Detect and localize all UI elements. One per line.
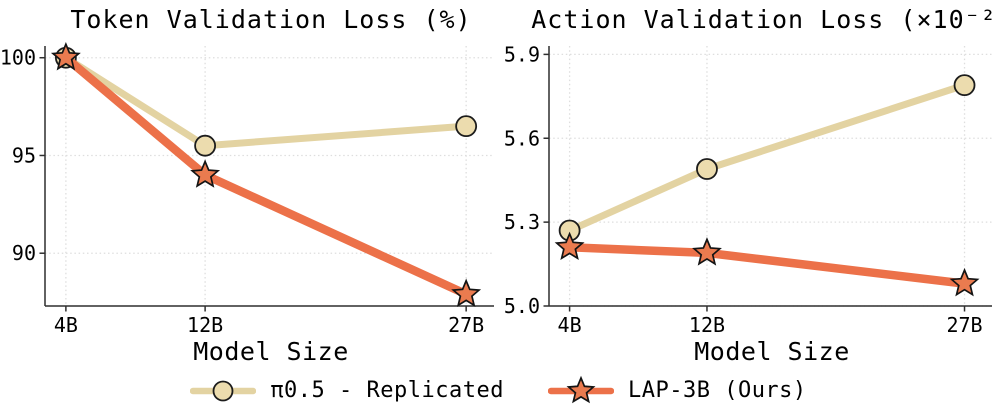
svg-text:4B: 4B — [558, 313, 582, 337]
charts-row: Token Validation Loss (%) 90 95 100 4B 12B 27… — [0, 0, 997, 366]
action-loss-chart-title: Action Validation Loss (×10⁻²) — [531, 4, 997, 34]
legend-item-pi05-replicated: π0.5 - Replicated — [190, 375, 504, 407]
token-loss-xaxis-label: Model Size — [193, 336, 349, 366]
svg-text:12B: 12B — [689, 313, 725, 337]
legend-item-lap-3b: LAP-3B (Ours) — [547, 375, 807, 407]
legend-label-pi05-replicated: π0.5 - Replicated — [270, 378, 504, 403]
action-loss-plot: 5.0 5.3 5.6 5.9 4B 12B 27B — [504, 42, 992, 337]
legend: π0.5 - Replicated LAP-3B (Ours) — [0, 366, 997, 415]
svg-text:95: 95 — [12, 143, 36, 167]
svg-text:90: 90 — [12, 241, 36, 265]
action-loss-chart-panel: Action Validation Loss (×10⁻²) 5.0 5.3 5.6… — [497, 0, 997, 366]
token-loss-chart-title: Token Validation Loss (%) — [70, 4, 472, 34]
legend-label-lap-3b: LAP-3B (Ours) — [627, 378, 807, 403]
token-loss-plot: 90 95 100 4B 12B 27B — [0, 42, 494, 337]
svg-text:5.0: 5.0 — [504, 294, 540, 318]
svg-text:27B: 27B — [448, 313, 484, 337]
star-marker-icon — [547, 375, 614, 403]
svg-text:5.6: 5.6 — [504, 126, 540, 150]
svg-text:4B: 4B — [54, 313, 78, 337]
svg-text:27B: 27B — [946, 313, 982, 337]
token-loss-chart-panel: Token Validation Loss (%) 90 95 100 4B 12B 27… — [0, 0, 497, 366]
circle-marker-icon — [190, 380, 257, 401]
svg-text:5.9: 5.9 — [504, 42, 540, 66]
svg-text:100: 100 — [0, 46, 36, 70]
svg-text:5.3: 5.3 — [504, 210, 540, 234]
action-loss-xaxis-label: Model Size — [694, 336, 850, 366]
svg-text:12B: 12B — [187, 313, 223, 337]
